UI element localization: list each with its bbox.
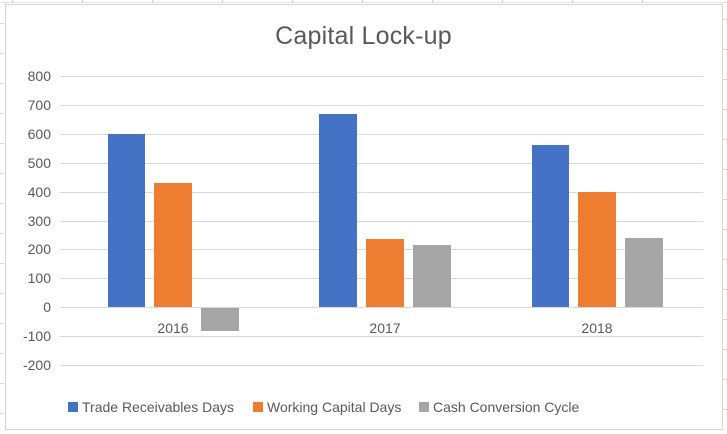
worksheet-gridline-top [0, 2, 727, 3]
y-axis-tick-label[interactable]: 500 [27, 154, 51, 171]
bar-trade-receivables-days-2017[interactable] [319, 113, 357, 308]
bar-cash-conversion-cycle-2017[interactable] [413, 245, 451, 308]
bar-cash-conversion-cycle-2018[interactable] [625, 237, 663, 308]
legend-swatch-icon [419, 402, 429, 412]
y-axis-tick-label[interactable]: 100 [27, 270, 51, 287]
x-axis-category-label[interactable]: 2016 [157, 320, 189, 336]
bar-working-capital-days-2016[interactable] [154, 182, 192, 308]
legend-swatch-icon [253, 402, 263, 412]
bar-cash-conversion-cycle-2016[interactable] [201, 308, 239, 332]
y-axis-tick-label[interactable]: -100 [22, 328, 51, 345]
y-axis-tick-label[interactable]: 200 [27, 241, 51, 258]
y-axis-tick-label[interactable]: -200 [22, 357, 51, 373]
y-axis-tick-label[interactable]: 400 [27, 183, 51, 200]
bar-working-capital-days-2018[interactable] [578, 191, 616, 308]
gridline [60, 76, 703, 77]
bar-trade-receivables-days-2016[interactable] [107, 133, 145, 308]
y-axis-tick-label[interactable]: 700 [27, 96, 51, 113]
legend-item-label: Cash Conversion Cycle [433, 399, 580, 415]
gridline [60, 162, 703, 164]
worksheet-row-ticks-right [723, 0, 727, 434]
legend-item-cash-conversion-cycle[interactable]: Cash Conversion Cycle [419, 400, 579, 414]
y-axis-tick-label[interactable]: 800 [27, 68, 51, 84]
legend-item-label: Trade Receivables Days [82, 399, 234, 415]
gridline [60, 365, 703, 366]
y-axis-tick-label[interactable]: 0 [43, 299, 51, 316]
x-axis-category-label[interactable]: 2017 [369, 320, 401, 336]
bar-trade-receivables-days-2018[interactable] [531, 145, 569, 308]
bar-working-capital-days-2017[interactable] [366, 239, 404, 308]
legend-item-working-capital-days[interactable]: Working Capital Days [253, 400, 401, 414]
gridline [60, 191, 703, 193]
worksheet-column-ticks [0, 0, 727, 2]
legend-item-label: Working Capital Days [267, 399, 402, 415]
legend-swatch-icon [68, 402, 78, 412]
gridline [60, 220, 703, 222]
gridline [60, 133, 703, 135]
worksheet-row-ticks-left [0, 0, 4, 434]
legend-item-trade-receivables-days[interactable]: Trade Receivables Days [68, 400, 234, 414]
x-axis-category-label[interactable]: 2018 [581, 320, 613, 336]
gridline [60, 336, 703, 338]
y-axis-tick-label[interactable]: 300 [27, 212, 51, 229]
chart-title[interactable]: Capital Lock-up [275, 22, 452, 50]
y-axis-tick-label[interactable]: 600 [27, 125, 51, 142]
gridline [60, 104, 703, 106]
gridline [60, 307, 703, 309]
